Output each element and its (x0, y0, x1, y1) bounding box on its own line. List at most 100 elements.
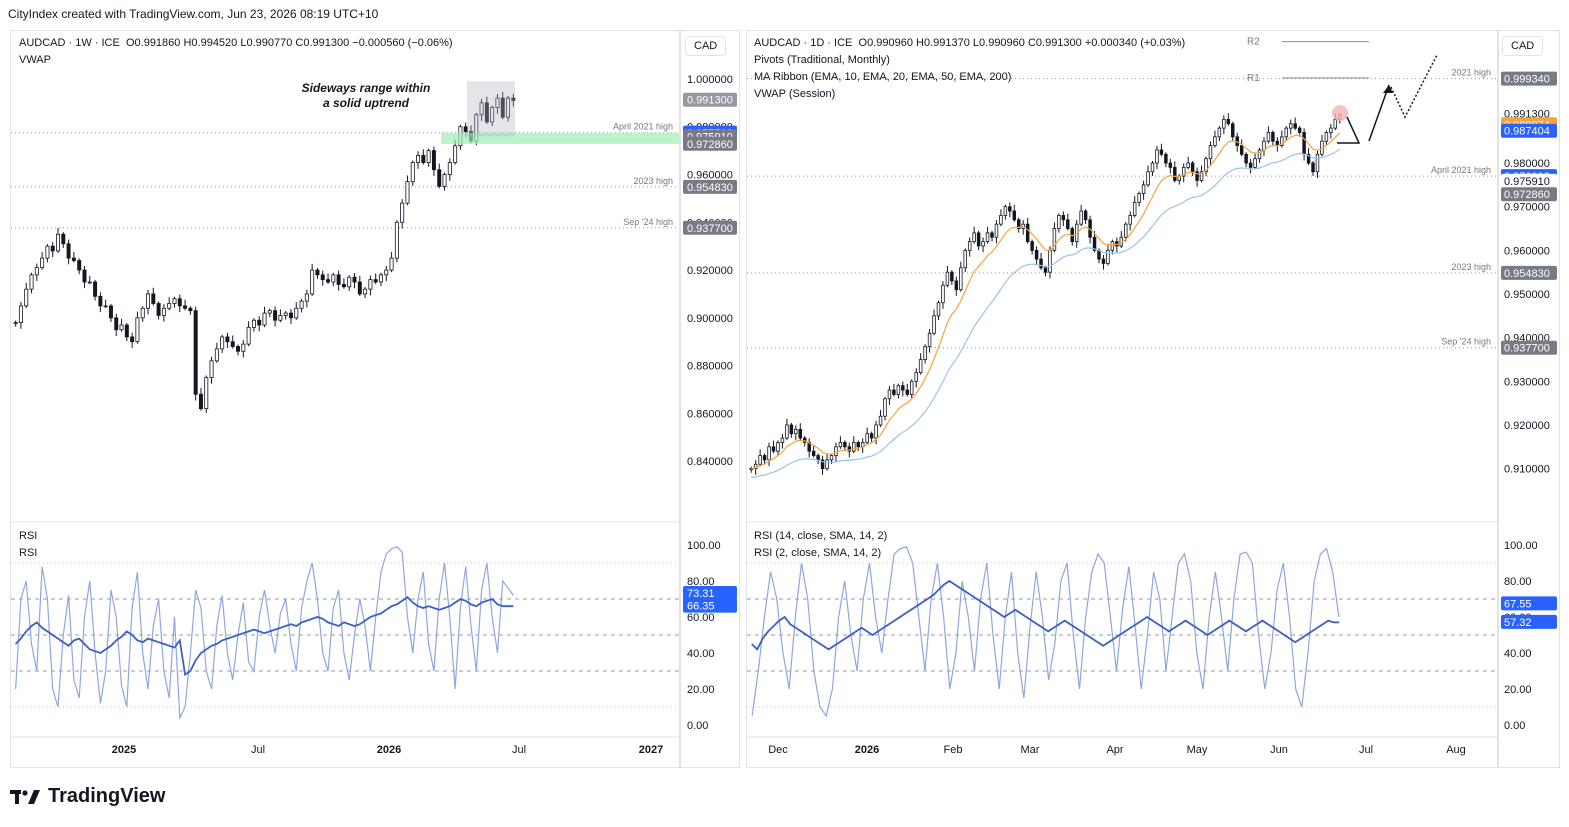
left-currency-button[interactable]: CAD (685, 36, 727, 56)
left-price-label: 0.960000 (683, 167, 737, 182)
right-candle (1306, 148, 1311, 166)
right-candle-body (1173, 167, 1177, 181)
left-candle (82, 265, 87, 289)
right-rsi-label-2[interactable]: RSI (2, close, SMA, 14, 2) (754, 547, 882, 559)
right-candle-body (1048, 249, 1052, 273)
left-candle (278, 309, 283, 323)
left-candle-body (18, 305, 23, 324)
right-candle-body (1003, 206, 1008, 216)
left-chart-panel[interactable]: April 2021 high 2023 high Sep '24 high 2025… (10, 30, 680, 768)
right-candle-body (910, 380, 914, 395)
right-candle (1039, 252, 1043, 270)
left-candle-body (93, 281, 98, 297)
left-candle-body (394, 221, 399, 259)
right-price-label-text: 0.972860 (1504, 189, 1550, 201)
left-candle (437, 163, 442, 189)
right-price-label-bg (1501, 106, 1557, 121)
right-candle-body (914, 372, 918, 382)
right-level-label-3: Sep '24 high (1441, 337, 1491, 347)
left-price-axis[interactable]: 1.0000000.9800000.9600000.9400000.920000… (680, 30, 740, 768)
left-candle (40, 251, 45, 270)
left-candle-body (431, 150, 436, 171)
right-candle-body (1079, 210, 1083, 225)
left-candle-body (288, 312, 293, 319)
left-candle-body (426, 150, 431, 163)
left-candle (156, 301, 161, 320)
right-candle (1199, 165, 1204, 183)
left-candle (357, 275, 362, 297)
tradingview-logo[interactable]: TradingView (10, 785, 165, 808)
right-pivot-label-0: R2 (1247, 37, 1260, 48)
right-candle-body (1293, 123, 1297, 129)
right-candle (865, 427, 869, 445)
left-rsi-label-2[interactable]: RSI (19, 547, 38, 559)
left-candle (326, 273, 331, 285)
right-candle (1311, 160, 1315, 176)
right-candle (1288, 119, 1293, 135)
right-candle (811, 444, 816, 458)
right-candle-body (1248, 162, 1253, 168)
left-candle-body (273, 310, 278, 321)
right-candle-body (1097, 249, 1101, 260)
right-rsi-label-1[interactable]: RSI (14, close, SMA, 14, 2) (754, 530, 888, 542)
left-candle-body (315, 269, 320, 276)
right-candle (771, 440, 776, 454)
left-candle (490, 105, 495, 127)
right-candle (1204, 156, 1208, 176)
right-chart-panel[interactable]: 2021 high April 2021 high 2023 high Sep '24… (746, 30, 1498, 768)
right-candle-body (936, 302, 941, 317)
left-candle (394, 220, 399, 263)
left-candle-body (103, 305, 108, 308)
left-candle-body (357, 281, 362, 295)
left-candle (294, 302, 299, 320)
right-candle (954, 276, 959, 296)
right-candle-body (1306, 153, 1311, 164)
right-candle (1150, 160, 1155, 176)
right-rsi-label-text: 67.55 (1504, 598, 1532, 610)
right-candle-body (905, 389, 910, 395)
right-indicator-ma-ribbon[interactable]: MA Ribbon (EMA, 10, EMA, 20, EMA, 50, EM… (754, 71, 1012, 83)
right-indicator-pivots[interactable]: Pivots (Traditional, Monthly) (754, 54, 890, 66)
left-candle (257, 316, 262, 332)
right-price-label-text: 0.954830 (1504, 268, 1550, 280)
right-candle (776, 440, 780, 456)
right-candle-body (1128, 215, 1132, 225)
left-rsi-label-1[interactable]: RSI (19, 530, 38, 542)
right-candle (1057, 213, 1061, 233)
left-candle-body (347, 276, 352, 288)
left-price-label-bg (683, 220, 737, 235)
left-candle (93, 279, 98, 301)
right-candle-body (847, 446, 852, 452)
left-candle-body (124, 324, 129, 338)
right-currency-button[interactable]: CAD (1502, 36, 1544, 56)
right-candle-body (816, 455, 820, 461)
left-candle (347, 275, 352, 291)
right-candle (901, 381, 905, 397)
right-candle-body (1181, 167, 1186, 177)
right-indicator-vwap[interactable]: VWAP (Session) (754, 88, 836, 100)
left-candle (267, 308, 272, 318)
left-candle (389, 251, 394, 273)
left-candle-body (410, 162, 415, 183)
right-candle-body (883, 398, 887, 417)
right-candle (1048, 246, 1052, 279)
right-candle-body (901, 385, 905, 391)
right-x-tick: Aug (1446, 744, 1466, 756)
right-candle (780, 433, 785, 449)
right-candle-body (838, 442, 843, 448)
right-candle-body (1137, 193, 1141, 203)
right-price-axis[interactable]: 0.980000 0.970000 0.960000 0.950000 0.940000… (1498, 30, 1560, 768)
right-chart-canvas[interactable]: 2021 high April 2021 high 2023 high Sep '24… (747, 31, 1497, 767)
right-price-label: 0.972860 (1501, 187, 1557, 202)
right-candle-body (794, 428, 798, 435)
right-candle-body (1132, 201, 1137, 216)
left-candle (220, 334, 225, 354)
right-candle (941, 281, 945, 309)
right-candle (1025, 217, 1030, 244)
right-candle (749, 466, 753, 473)
left-indicator-vwap[interactable]: VWAP (19, 54, 51, 66)
left-candle-body (230, 341, 235, 347)
right-candle-body (950, 271, 954, 282)
left-chart-canvas[interactable]: April 2021 high 2023 high Sep '24 high 2025… (11, 31, 679, 767)
left-candle (384, 265, 389, 282)
